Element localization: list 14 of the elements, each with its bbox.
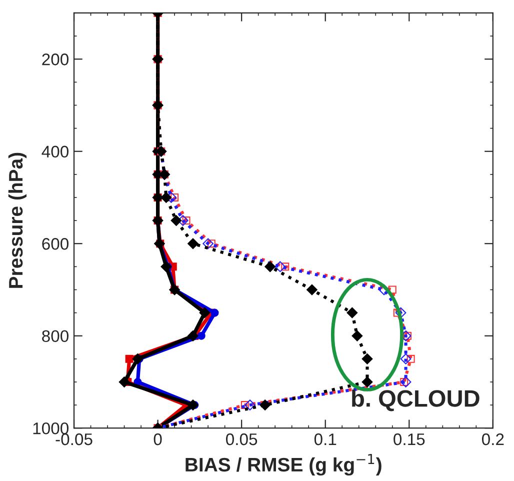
y-tick-label: 1000: [33, 422, 69, 434]
x-tick-label: -0.05: [56, 433, 92, 446]
y-tick-label: 800: [42, 330, 69, 342]
x-tick-label: 0.05: [226, 433, 258, 446]
annotation: b. QCLOUD: [352, 389, 480, 412]
x-tick-label: 0.1: [314, 433, 336, 446]
y-tick-label: 600: [42, 238, 69, 250]
y-tick-label: 400: [42, 146, 69, 158]
x-axis-title: BIAS / RMSE (g kg$^{−1}$): [186, 454, 382, 476]
x-tick-label: 0.2: [482, 433, 504, 446]
x-tick-label: 0: [154, 433, 162, 446]
y-axis-title: Pressure (hPa): [8, 152, 27, 288]
x-tick-label: 0.15: [394, 433, 425, 446]
y-tick-label: 200: [42, 54, 69, 66]
